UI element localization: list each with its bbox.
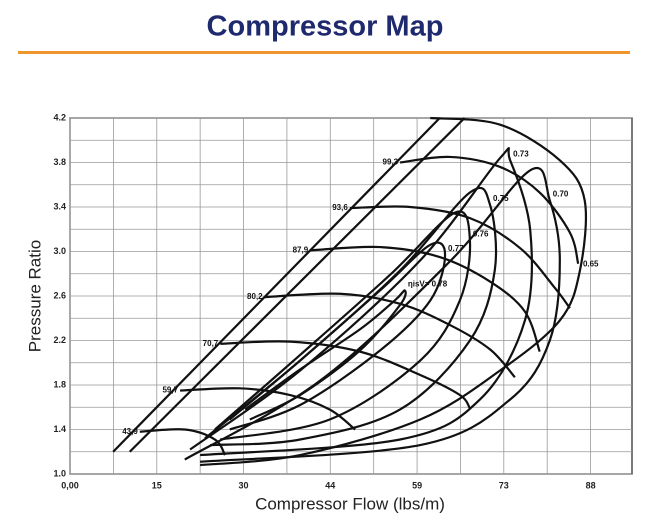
chart-title: Compressor Map [207, 11, 444, 43]
efficiency-label: 0.73 [513, 149, 529, 158]
y-tick-label: 1.8 [53, 379, 66, 389]
title-rule [18, 51, 630, 54]
x-axis-label: Compressor Flow (lbs/m) [255, 494, 445, 513]
efficiency-contour [200, 116, 588, 467]
y-tick-label: 2.6 [53, 290, 66, 300]
speed-label: 80,2 [247, 292, 263, 301]
x-tick-label: 44 [325, 480, 335, 490]
x-tick-label: 88 [586, 480, 596, 490]
y-tick-label: 3.0 [53, 246, 66, 256]
efficiency-label: 0.76 [473, 229, 489, 238]
speed-label: 93,6 [332, 203, 348, 212]
efficiency-contour [189, 147, 533, 457]
speed-line [349, 205, 571, 309]
speed-label: 99,3 [383, 158, 399, 167]
y-tick-label: 2.2 [53, 335, 66, 345]
speed-line [139, 428, 226, 456]
y-tick-label: 4.2 [53, 112, 66, 122]
efficiency-label: 0.65 [583, 260, 599, 269]
y-axis-label: Pressure Ratio [25, 240, 44, 352]
y-tick-label: 3.4 [53, 201, 66, 211]
speed-line [220, 340, 471, 410]
y-tick-label: 3.8 [53, 157, 66, 167]
x-tick-label: 15 [152, 480, 162, 490]
surge-line [128, 117, 466, 453]
speed-line [264, 292, 516, 378]
speed-label: 87,9 [293, 245, 309, 254]
x-tick-label: 30 [239, 480, 249, 490]
x-tick-label: 0,00 [61, 480, 79, 490]
y-tick-label: 1.0 [53, 468, 66, 478]
surge-line [112, 117, 441, 453]
speed-label: 59,7 [162, 386, 178, 395]
efficiency-contour [204, 186, 498, 447]
speed-label: 70,7 [203, 339, 219, 348]
efficiency-label: 0.77 [448, 244, 464, 253]
x-tick-label: 73 [499, 480, 509, 490]
efficiency-contour [184, 166, 561, 463]
speed-label: 43,9 [122, 427, 138, 436]
x-tick-label: 59 [412, 480, 422, 490]
y-tick-label: 1.4 [53, 424, 66, 434]
efficiency-label: 0.75 [493, 194, 509, 203]
efficiency-label: 0.70 [553, 189, 569, 198]
